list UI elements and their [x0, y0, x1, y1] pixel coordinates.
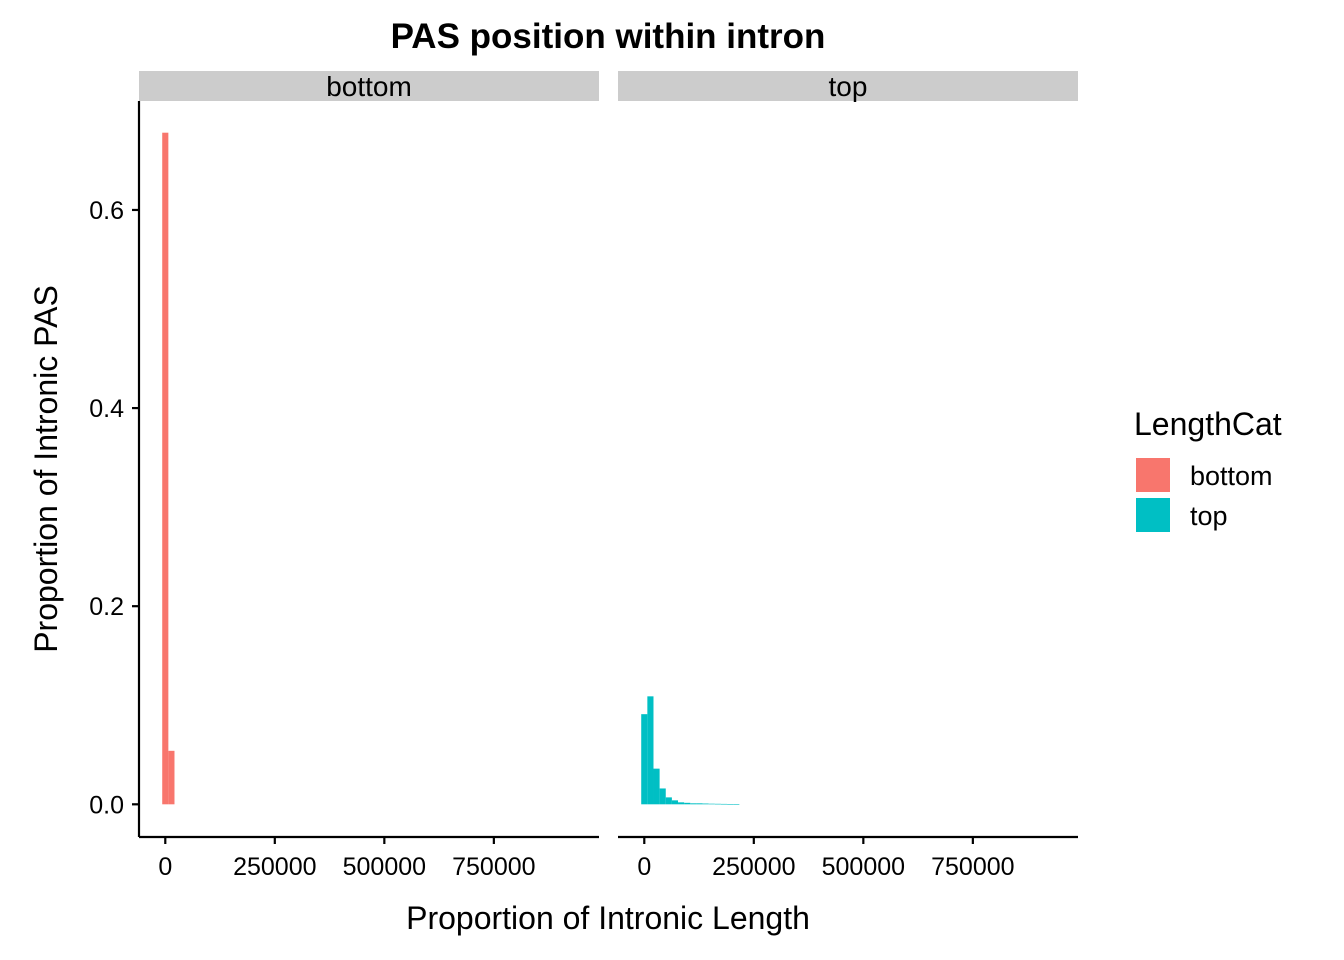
bars-bottom [162, 132, 175, 805]
strip-label-top: top [829, 71, 868, 102]
histogram-bar [659, 788, 666, 805]
legend-title: LengthCat [1134, 406, 1282, 442]
y-tick-label: 0.0 [89, 791, 124, 819]
histogram-bar [684, 802, 691, 805]
y-tick-label: 0.2 [89, 593, 124, 621]
x-tick-label: 250000 [233, 853, 316, 881]
histogram-bar [168, 750, 175, 805]
strip-background [139, 71, 599, 101]
histogram-bar [720, 803, 728, 805]
x-tick-label: 750000 [452, 853, 535, 881]
legend-item-bottom: bottom [1136, 458, 1273, 492]
y-tick-label: 0.6 [89, 197, 124, 225]
y-axis-title: Proportion of Intronic PAS [28, 285, 64, 653]
legend: LengthCat bottom top [1134, 406, 1282, 532]
x-tick-label: 0 [637, 853, 651, 881]
legend-key-top [1136, 498, 1170, 532]
histogram-bar [708, 803, 715, 805]
x-tick-label: 500000 [343, 853, 426, 881]
y-axis: 0.0 0.2 0.4 0.6 [89, 101, 141, 837]
histogram-bar [702, 803, 709, 805]
x-tick-label: 250000 [712, 853, 795, 881]
chart-title: PAS position within intron [391, 17, 826, 56]
histogram-bar [641, 714, 648, 805]
x-axis-ticks-bottom: 0 250000 500000 750000 [158, 837, 536, 881]
histogram-bar [671, 800, 679, 805]
histogram-bar [653, 768, 660, 805]
histogram-bar [162, 132, 169, 805]
strip-background [618, 71, 1078, 101]
x-axis-title: Proportion of Intronic Length [406, 900, 810, 936]
x-tick-label: 500000 [822, 853, 905, 881]
panel-top: top 0 250000 500000 750000 [618, 71, 1078, 881]
legend-label-bottom: bottom [1190, 461, 1273, 491]
histogram-bar [714, 803, 721, 805]
strip-label-bottom: bottom [326, 71, 412, 102]
legend-key-bottom [1136, 458, 1170, 492]
histogram-bar [678, 802, 685, 805]
legend-item-top: top [1136, 498, 1228, 532]
panel-bottom: bottom 0 250000 500000 750000 [139, 71, 599, 881]
x-axis-ticks-top: 0 250000 500000 750000 [637, 837, 1015, 881]
histogram-bar [647, 696, 654, 805]
histogram-bar [665, 797, 672, 805]
histogram-bar [733, 804, 740, 805]
histogram-bar [727, 804, 734, 805]
histogram-bar [690, 803, 697, 805]
legend-label-top: top [1190, 501, 1228, 531]
y-tick-label: 0.4 [89, 395, 124, 423]
bars-top [641, 696, 740, 805]
histogram-bar [696, 803, 703, 805]
y-axis-ticks: 0.0 0.2 0.4 0.6 [89, 197, 139, 819]
x-tick-label: 0 [158, 853, 172, 881]
x-tick-label: 750000 [931, 853, 1014, 881]
